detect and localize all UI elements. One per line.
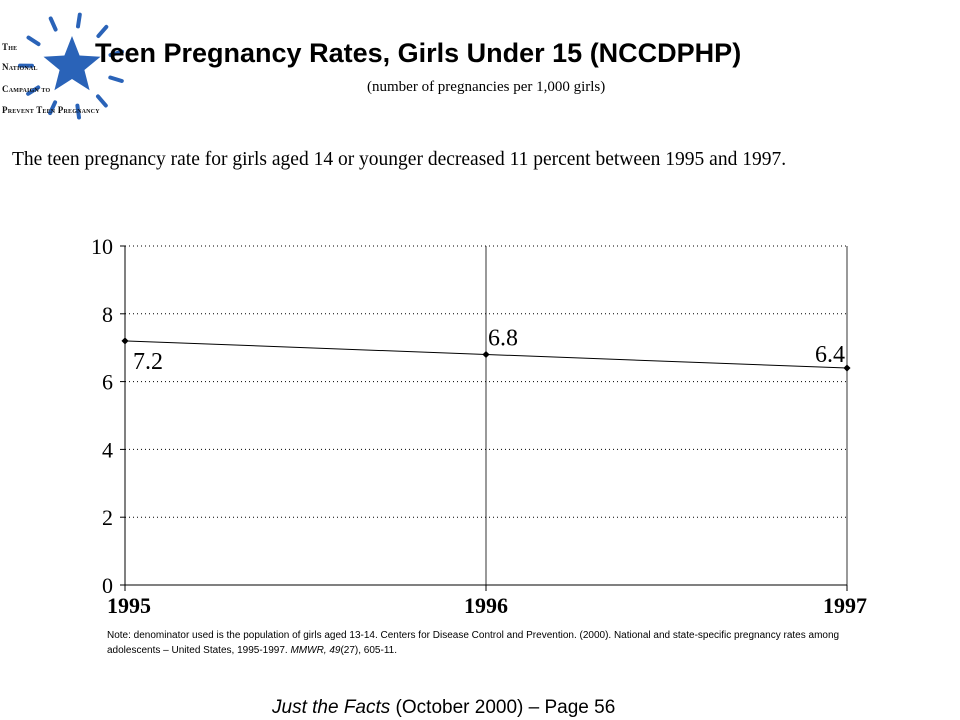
logo-ray	[76, 12, 82, 29]
data-point	[482, 350, 490, 359]
y-tick-label: 10	[91, 234, 113, 259]
logo-ray	[26, 85, 41, 96]
x-tick-label: 1996	[464, 593, 508, 618]
data-label: 7.2	[133, 349, 163, 375]
logo-ray	[75, 103, 81, 120]
logo-line-campaign: Campaign to	[2, 84, 51, 94]
source-note-issue: (27), 605-11.	[340, 645, 397, 656]
logo-line-the: The	[2, 42, 18, 52]
data-point	[843, 364, 851, 372]
logo-ray	[108, 49, 124, 57]
logo-ray	[48, 100, 58, 116]
y-tick-label: 6	[102, 370, 113, 395]
y-tick-label: 2	[102, 505, 113, 530]
logo-ray	[108, 75, 124, 83]
line-chart: 0 2 4 6 8 10 1995 1996 1997 7.2 6.8 6.4	[91, 234, 867, 618]
logo: The National Campaign to Prevent Teen Pr…	[0, 8, 130, 128]
logo-line-national: National	[2, 62, 38, 72]
data-point	[121, 337, 129, 345]
x-tick-label: 1995	[107, 593, 151, 618]
logo-ray	[96, 24, 109, 38]
source-note: Note: denominator used is the population…	[107, 628, 847, 658]
footer-page: (October 2000) – Page 56	[390, 697, 616, 718]
source-note-journal: MMWR, 49	[290, 645, 341, 656]
page-subtitle: (number of pregnancies per 1,000 girls)	[367, 79, 606, 95]
star-burst-logo-icon	[18, 12, 124, 120]
description-text: The teen pregnancy rate for girls aged 1…	[12, 149, 787, 170]
y-tick-label: 8	[102, 302, 113, 327]
page-title: Teen Pregnancy Rates, Girls Under 15 (NC…	[95, 38, 742, 68]
y-tick-label: 4	[102, 437, 113, 462]
data-label: 6.4	[815, 342, 845, 368]
logo-ray	[48, 16, 58, 32]
logo-ray	[26, 35, 41, 47]
source-note-text: Note: denominator used is the population…	[107, 630, 840, 656]
logo-ray	[96, 94, 108, 108]
logo-line-prevent: Prevent Teen Pregnancy	[2, 105, 100, 115]
data-label: 6.8	[488, 325, 518, 351]
footer: Just the Facts (October 2000) – Page 56	[272, 697, 615, 719]
x-tick-label: 1997	[823, 593, 867, 618]
y-tick-label: 0	[102, 573, 113, 598]
footer-title: Just the Facts	[272, 697, 391, 718]
